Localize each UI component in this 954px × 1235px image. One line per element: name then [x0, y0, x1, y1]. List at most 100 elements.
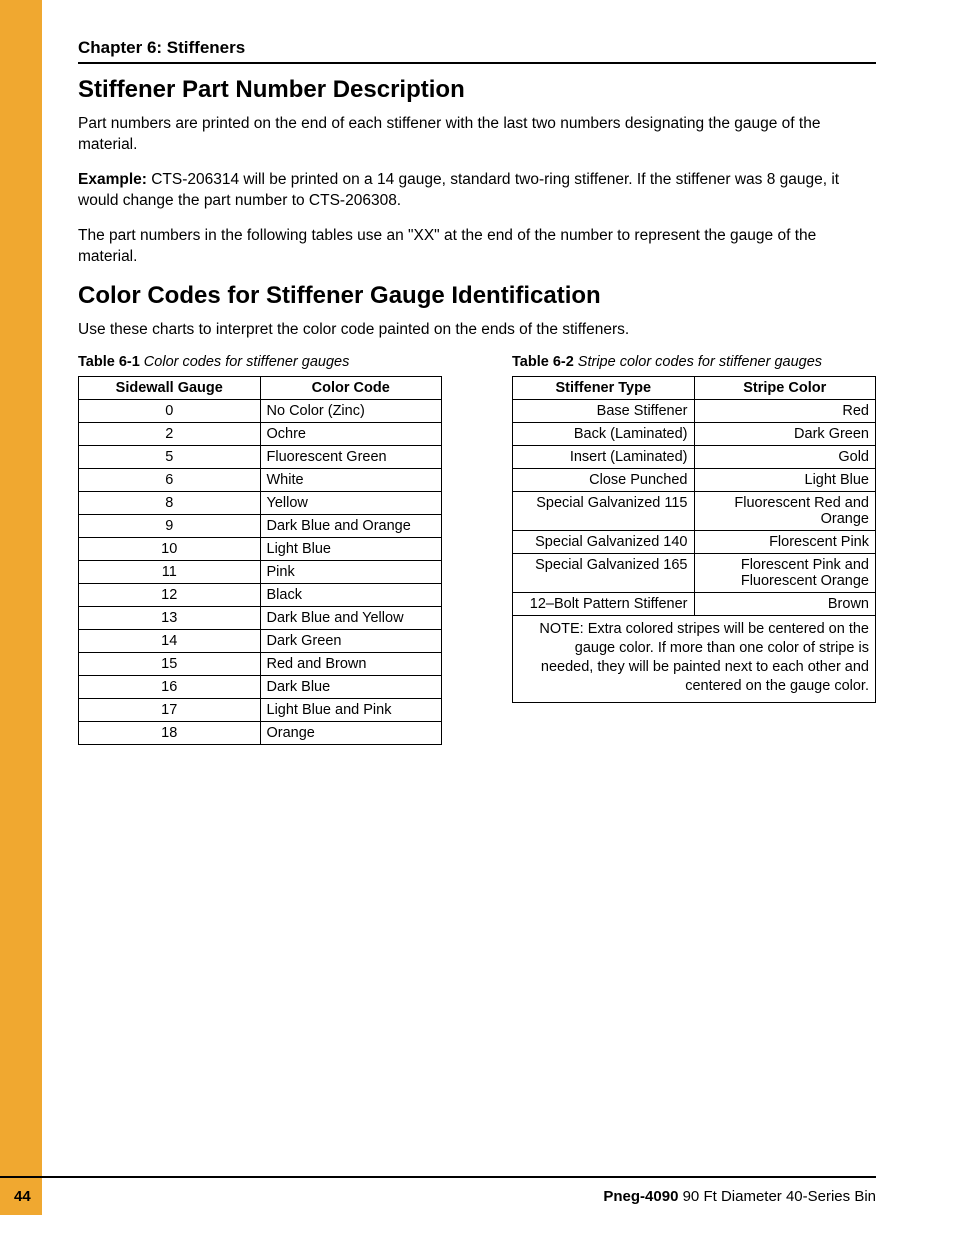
table-row: 12–Bolt Pattern StiffenerBrown [513, 593, 876, 616]
cell-stripe: Florescent Pink and Fluorescent Orange [694, 554, 876, 593]
cell-color: Dark Blue and Orange [260, 515, 442, 538]
cell-gauge: 2 [79, 423, 261, 446]
page: Chapter 6: Stiffeners Stiffener Part Num… [0, 0, 954, 1235]
table-row: 12Black [79, 584, 442, 607]
chapter-header: Chapter 6: Stiffeners [78, 38, 876, 64]
cell-type: Special Galvanized 140 [513, 531, 695, 554]
table-title: Color codes for stiffener gauges [140, 354, 350, 370]
table-row: 14Dark Green [79, 630, 442, 653]
cell-color: Yellow [260, 492, 442, 515]
cell-gauge: 0 [79, 400, 261, 423]
table-6-1: Sidewall Gauge Color Code 0No Color (Zin… [78, 376, 442, 745]
table-row: 11Pink [79, 561, 442, 584]
cell-color: White [260, 469, 442, 492]
col-stripe-color: Stripe Color [694, 377, 876, 400]
cell-color: Pink [260, 561, 442, 584]
table-row: 9Dark Blue and Orange [79, 515, 442, 538]
cell-gauge: 13 [79, 607, 261, 630]
table-6-1-caption: Table 6-1 Color codes for stiffener gaug… [78, 354, 442, 370]
table-row: Special Galvanized 115Fluorescent Red an… [513, 492, 876, 531]
cell-color: No Color (Zinc) [260, 400, 442, 423]
cell-gauge: 6 [79, 469, 261, 492]
col-stiffener-type: Stiffener Type [513, 377, 695, 400]
cell-color: Light Blue and Pink [260, 699, 442, 722]
cell-type: Base Stiffener [513, 400, 695, 423]
table-row: Insert (Laminated)Gold [513, 446, 876, 469]
margin-accent-bar [0, 0, 42, 1215]
cell-gauge: 12 [79, 584, 261, 607]
table-row: 5Fluorescent Green [79, 446, 442, 469]
cell-type: 12–Bolt Pattern Stiffener [513, 593, 695, 616]
cell-color: Black [260, 584, 442, 607]
footer-inner: 44 Pneg-4090 90 Ft Diameter 40-Series Bi… [0, 1178, 876, 1205]
paragraph: Part numbers are printed on the end of e… [78, 114, 876, 156]
table-6-2-block: Table 6-2 Stripe color codes for stiffen… [512, 354, 876, 702]
table-row: 10Light Blue [79, 538, 442, 561]
cell-gauge: 16 [79, 676, 261, 699]
cell-gauge: 18 [79, 722, 261, 745]
tables-row: Table 6-1 Color codes for stiffener gaug… [78, 354, 876, 745]
table-header-row: Stiffener Type Stripe Color [513, 377, 876, 400]
table-6-2: Stiffener Type Stripe Color Base Stiffen… [512, 376, 876, 702]
cell-type: Special Galvanized 115 [513, 492, 695, 531]
cell-stripe: Light Blue [694, 469, 876, 492]
table-row: Special Galvanized 140Florescent Pink [513, 531, 876, 554]
cell-type: Special Galvanized 165 [513, 554, 695, 593]
cell-gauge: 14 [79, 630, 261, 653]
table-row: 6White [79, 469, 442, 492]
table-note-row: NOTE: Extra colored stripes will be cent… [513, 616, 876, 702]
table-row: 8Yellow [79, 492, 442, 515]
table-number: Table 6-1 [78, 354, 140, 370]
cell-color: Dark Green [260, 630, 442, 653]
cell-gauge: 15 [79, 653, 261, 676]
table-row: Special Galvanized 165Florescent Pink an… [513, 554, 876, 593]
col-sidewall-gauge: Sidewall Gauge [79, 377, 261, 400]
document-id: Pneg-4090 90 Ft Diameter 40-Series Bin [603, 1188, 876, 1205]
cell-type: Close Punched [513, 469, 695, 492]
doc-title: 90 Ft Diameter 40-Series Bin [678, 1188, 876, 1205]
section-title-color-codes: Color Codes for Stiffener Gauge Identifi… [78, 282, 876, 310]
table-row: 16Dark Blue [79, 676, 442, 699]
page-footer: 44 Pneg-4090 90 Ft Diameter 40-Series Bi… [0, 1176, 876, 1205]
col-color-code: Color Code [260, 377, 442, 400]
cell-color: Light Blue [260, 538, 442, 561]
cell-color: Dark Blue and Yellow [260, 607, 442, 630]
cell-gauge: 9 [79, 515, 261, 538]
cell-gauge: 8 [79, 492, 261, 515]
cell-stripe: Florescent Pink [694, 531, 876, 554]
table-row: 17Light Blue and Pink [79, 699, 442, 722]
paragraph: The part numbers in the following tables… [78, 226, 876, 268]
table-row: Close PunchedLight Blue [513, 469, 876, 492]
table-row: 2Ochre [79, 423, 442, 446]
cell-stripe: Fluorescent Red and Orange [694, 492, 876, 531]
table-row: 13Dark Blue and Yellow [79, 607, 442, 630]
table-number: Table 6-2 [512, 354, 574, 370]
cell-stripe: Brown [694, 593, 876, 616]
paragraph-example: Example: CTS-206314 will be printed on a… [78, 170, 876, 212]
cell-type: Back (Laminated) [513, 423, 695, 446]
example-label: Example: [78, 171, 147, 188]
cell-gauge: 5 [79, 446, 261, 469]
cell-type: Insert (Laminated) [513, 446, 695, 469]
table-row: Back (Laminated)Dark Green [513, 423, 876, 446]
cell-stripe: Red [694, 400, 876, 423]
table-header-row: Sidewall Gauge Color Code [79, 377, 442, 400]
cell-stripe: Gold [694, 446, 876, 469]
page-number: 44 [14, 1188, 31, 1205]
content-area: Chapter 6: Stiffeners Stiffener Part Num… [78, 0, 876, 745]
table-6-1-block: Table 6-1 Color codes for stiffener gaug… [78, 354, 442, 745]
table-note: NOTE: Extra colored stripes will be cent… [513, 616, 876, 702]
cell-stripe: Dark Green [694, 423, 876, 446]
table-row: Base StiffenerRed [513, 400, 876, 423]
paragraph: Use these charts to interpret the color … [78, 320, 876, 341]
cell-color: Fluorescent Green [260, 446, 442, 469]
example-text: CTS-206314 will be printed on a 14 gauge… [78, 171, 839, 209]
cell-gauge: 17 [79, 699, 261, 722]
table-6-2-caption: Table 6-2 Stripe color codes for stiffen… [512, 354, 876, 370]
table-row: 15Red and Brown [79, 653, 442, 676]
table-row: 18Orange [79, 722, 442, 745]
doc-id-bold: Pneg-4090 [603, 1188, 678, 1205]
cell-color: Dark Blue [260, 676, 442, 699]
table-row: 0No Color (Zinc) [79, 400, 442, 423]
table-title: Stripe color codes for stiffener gauges [574, 354, 822, 370]
